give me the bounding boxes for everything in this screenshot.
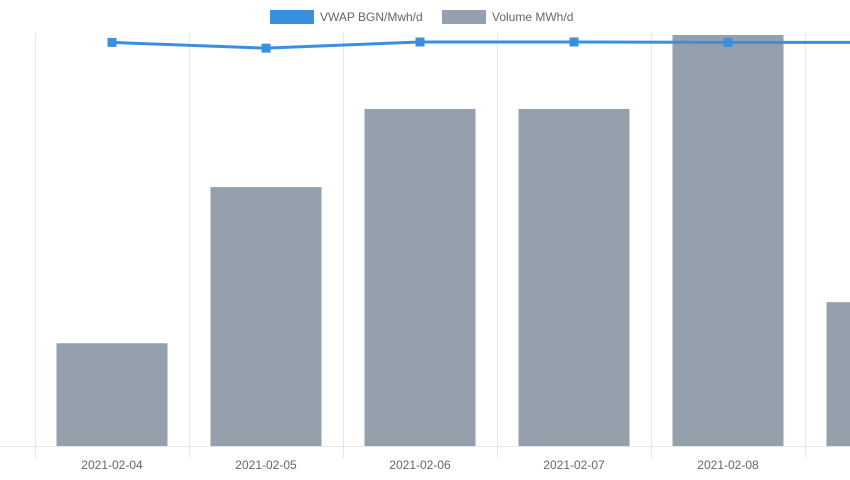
legend-swatch-vwap <box>270 10 314 24</box>
legend-item-volume[interactable]: Volume MWh/d <box>442 8 573 26</box>
vwap-point-2021-02-08[interactable] <box>723 37 733 47</box>
volume-bars <box>56 35 850 446</box>
legend-label-vwap: VWAP BGN/Mwh/d <box>320 10 423 24</box>
volume-bar-2021-02-09[interactable] <box>826 302 850 446</box>
vwap-point-2021-02-04[interactable] <box>107 37 117 47</box>
x-tick-label: 2021-02-05 <box>235 458 297 472</box>
vwap-point-2021-02-07[interactable] <box>569 37 579 47</box>
x-tick-label: 2021-02-06 <box>389 458 451 472</box>
grid-lines <box>0 33 850 458</box>
x-axis-ticks: 2021-02-04 2021-02-05 2021-02-06 2021-02-07… <box>81 458 759 472</box>
x-tick-label: 2021-02-04 <box>81 458 143 472</box>
volume-bar-2021-02-08[interactable] <box>672 35 784 446</box>
volume-bar-2021-02-07[interactable] <box>518 108 630 446</box>
x-tick-label: 2021-02-07 <box>543 458 605 472</box>
volume-bar-2021-02-05[interactable] <box>210 187 322 446</box>
legend: VWAP BGN/Mwh/d Volume MWh/d <box>0 8 850 26</box>
volume-bar-2021-02-04[interactable] <box>56 343 168 446</box>
vwap-line-series <box>107 37 850 53</box>
vwap-point-2021-02-05[interactable] <box>261 43 271 53</box>
legend-item-vwap[interactable]: VWAP BGN/Mwh/d <box>270 8 423 26</box>
volume-bar-2021-02-06[interactable] <box>364 108 476 446</box>
x-tick-label: 2021-02-08 <box>697 458 759 472</box>
legend-label-volume: Volume MWh/d <box>492 10 574 24</box>
vwap-point-2021-02-06[interactable] <box>415 37 425 47</box>
legend-swatch-volume <box>442 10 486 24</box>
